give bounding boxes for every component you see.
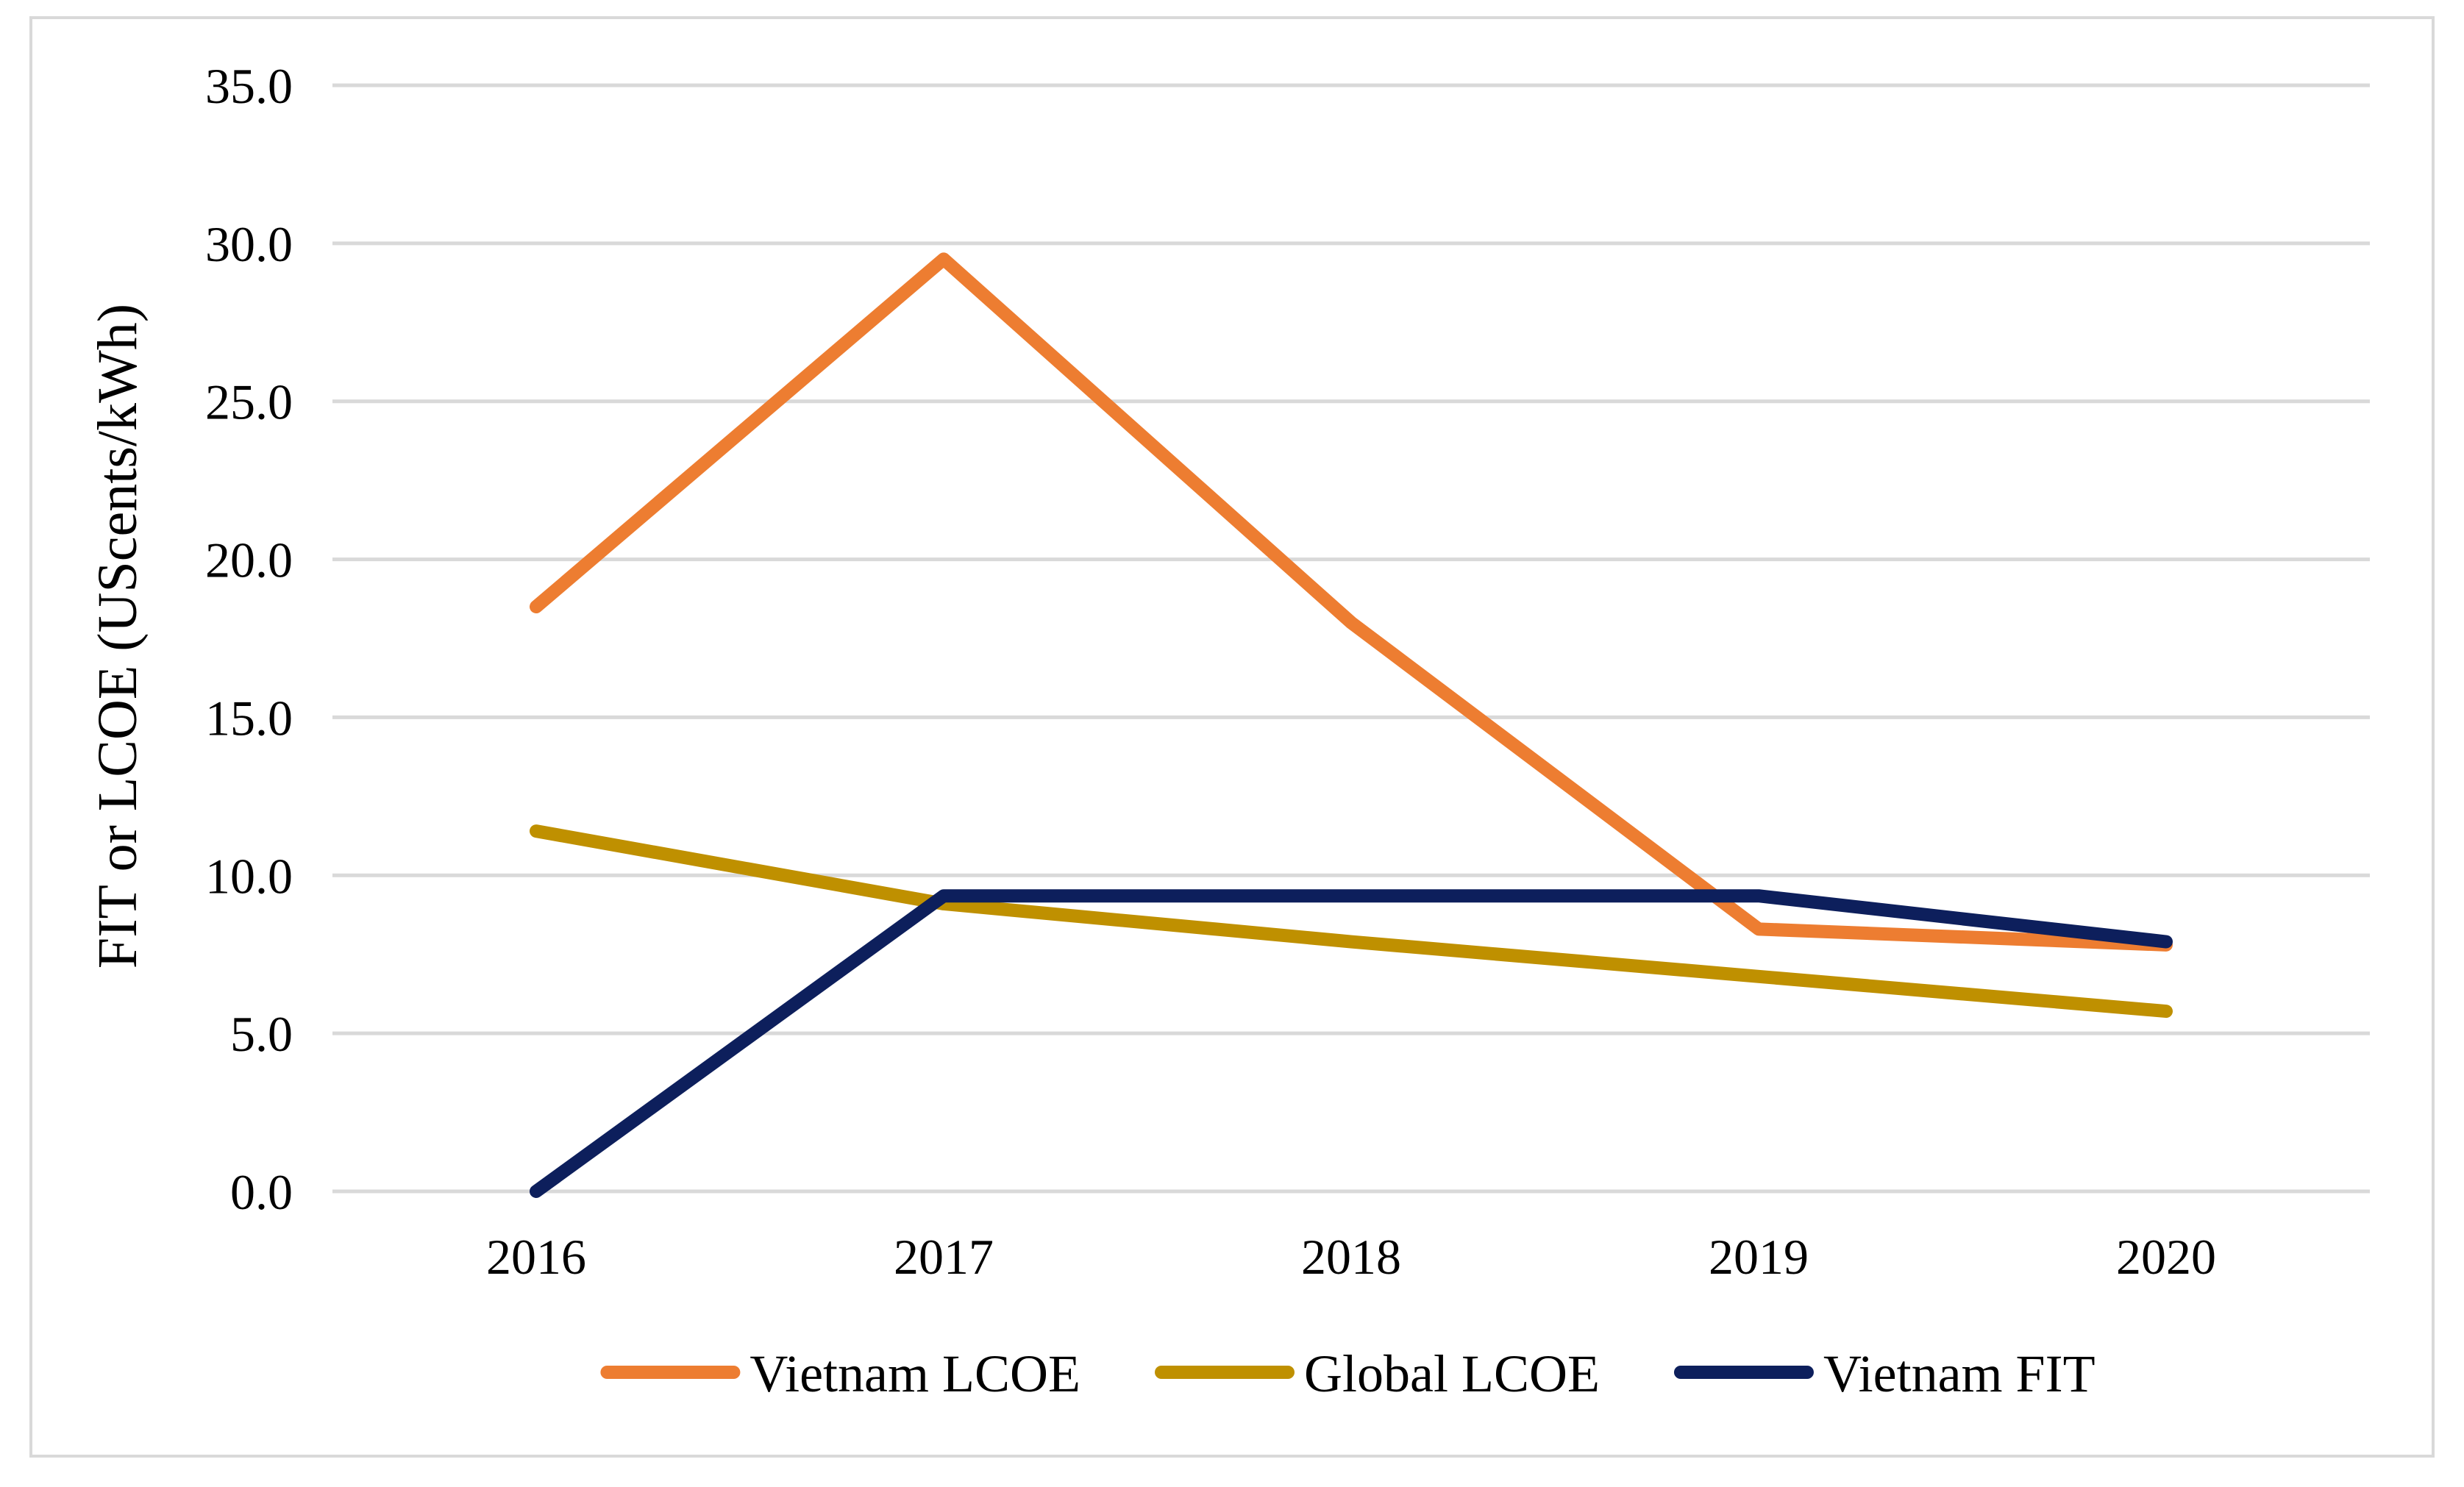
series-vietnam-lcoe	[530, 252, 2173, 952]
legend-label: Global LCOE	[1304, 1344, 1600, 1403]
data-point	[943, 258, 944, 260]
chart-frame	[29, 16, 2435, 1458]
data-point	[535, 1191, 537, 1192]
y-tick-label: 0.0	[230, 1164, 293, 1220]
data-point	[1350, 941, 1352, 943]
data-point	[535, 830, 537, 832]
y-tick-label: 15.0	[205, 690, 293, 746]
series-lines	[530, 252, 2173, 1198]
data-point	[1758, 895, 1759, 896]
series-global-lcoe	[530, 824, 2173, 1019]
x-tick-label: 2017	[894, 1229, 994, 1285]
data-point	[535, 606, 537, 607]
data-point	[2165, 1010, 2167, 1012]
y-tick-label: 25.0	[205, 374, 293, 430]
x-tick-label: 2018	[1301, 1229, 1401, 1285]
series-line	[530, 252, 2173, 952]
y-tick-label: 30.0	[205, 216, 293, 272]
gridlines	[332, 83, 2370, 1194]
x-axis-ticks: 2016 2017 2018 2019 2020	[486, 1229, 2216, 1285]
data-point	[1350, 622, 1352, 624]
data-point	[2165, 941, 2167, 943]
x-tick-label: 2016	[486, 1229, 586, 1285]
legend-label: Vietnam LCOE	[749, 1344, 1080, 1403]
legend: Vietnam LCOE Global LCOE Vietnam FIT	[600, 1344, 2096, 1403]
data-point	[1350, 895, 1352, 896]
series-line	[530, 889, 2173, 1198]
y-tick-label: 20.0	[205, 532, 293, 588]
data-point	[943, 895, 944, 896]
y-tick-label: 10.0	[205, 848, 293, 904]
legend-label: Vietnam FIT	[1823, 1344, 2096, 1403]
series-vietnam-fit	[530, 889, 2173, 1198]
data-point	[1758, 928, 1759, 930]
x-tick-label: 2020	[2116, 1229, 2216, 1285]
y-axis-title: FIT or LCOE (UScents/kWh)	[87, 304, 149, 969]
data-point	[1758, 976, 1759, 977]
y-tick-label: 35.0	[205, 58, 293, 114]
series-line	[530, 824, 2173, 1019]
y-axis-ticks: 0.0 5.0 10.0 15.0 20.0 25.0 30.0 35.0	[205, 58, 293, 1220]
x-tick-label: 2019	[1709, 1229, 1809, 1285]
y-tick-label: 5.0	[230, 1006, 293, 1062]
